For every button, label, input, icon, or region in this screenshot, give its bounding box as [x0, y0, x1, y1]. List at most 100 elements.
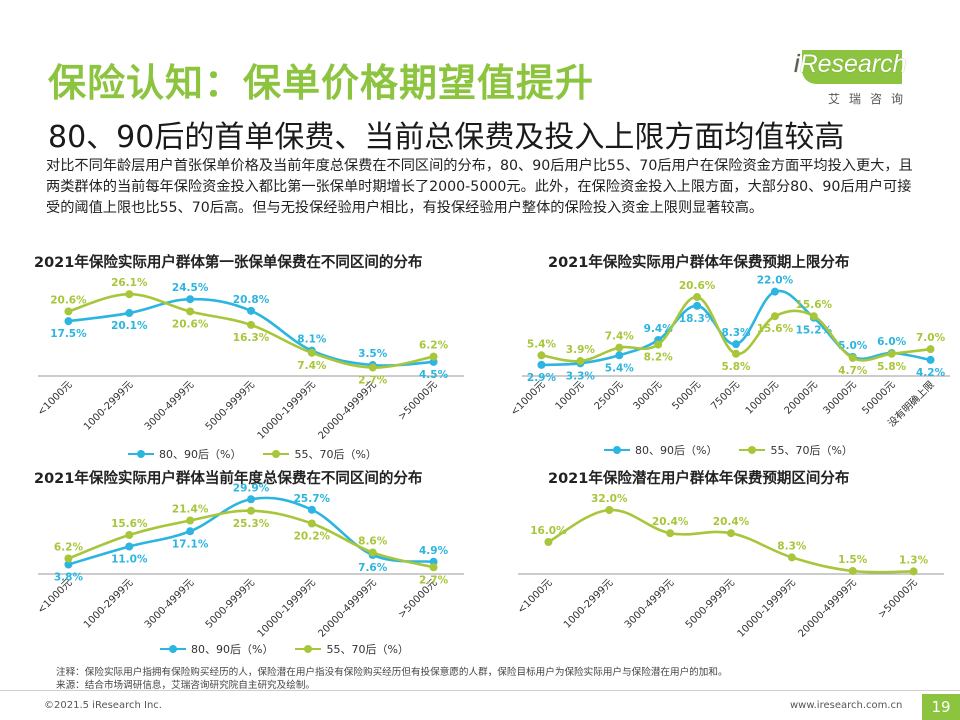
note-definition: 注释：保险实际用户指拥有保险购买经历的人，保险潜在用户指没有保险购买经历但有投保…	[56, 667, 728, 678]
legend-blue-marker	[160, 645, 186, 653]
data-point	[307, 519, 316, 528]
data-label: 29.9%	[233, 482, 270, 494]
x-tick-label: 3000-4999元	[623, 577, 676, 630]
x-tick-label: 1000元	[554, 379, 587, 412]
legend-item-green: 55、70后（%）	[295, 641, 409, 657]
logo-i: i	[794, 50, 800, 78]
data-point	[848, 567, 857, 575]
data-label: 20.1%	[111, 320, 148, 332]
chart1-title: 2021年保险实际用户群体第一张保单保费在不同区间的分布	[34, 255, 423, 271]
data-point	[247, 320, 255, 329]
data-point	[770, 312, 779, 321]
data-label: 20.2%	[294, 531, 331, 543]
data-label: 16.0%	[530, 525, 567, 537]
x-tick-label: 5000元	[670, 379, 703, 412]
x-tick-label: 7500元	[709, 379, 742, 412]
data-label: 8.2%	[644, 352, 674, 364]
data-point	[247, 495, 255, 504]
data-point	[125, 290, 134, 299]
data-label: 32.0%	[591, 493, 628, 505]
data-point	[605, 506, 614, 514]
chart2-premium-upper-limit: <1000元 1000元 2500元 3000元 5000元 7500元 10000元 200…	[509, 275, 950, 430]
data-label: 1.3%	[899, 554, 929, 566]
data-point	[247, 306, 255, 315]
data-point	[186, 516, 195, 525]
data-label: 20.6%	[679, 280, 716, 292]
legend-green-marker	[263, 450, 290, 458]
data-point	[186, 527, 195, 536]
data-label: 3.5%	[358, 348, 388, 360]
data-label: 15.6%	[757, 323, 794, 335]
x-tick-label: 5000-9999元	[204, 379, 257, 432]
x-tick-label: 3000元	[631, 379, 664, 412]
data-label: 17.5%	[50, 328, 87, 340]
data-label: 21.4%	[172, 504, 209, 516]
data-label: 2.7%	[419, 574, 449, 586]
x-tick-label: 1000-2999元	[82, 379, 135, 432]
data-point	[926, 355, 935, 364]
data-label: 6.0%	[877, 336, 907, 348]
data-label: 15.2%	[796, 325, 833, 337]
data-label: 4.9%	[419, 545, 449, 557]
data-label: 6.2%	[419, 340, 449, 352]
data-label: 3.9%	[566, 344, 596, 356]
x-tick-label: 20000-49999元	[316, 379, 378, 441]
data-label: 3.3%	[566, 370, 596, 382]
x-tick-label: 5000-9999元	[204, 577, 257, 630]
data-label: 18.3%	[679, 313, 716, 325]
page-number: 19	[922, 694, 960, 720]
page-title: 保险认知：保单价格期望值提升	[48, 61, 595, 105]
chart4-title: 2021年保险潜在用户群体年保费预期区间分布	[548, 471, 850, 487]
data-label: 7.6%	[358, 562, 388, 574]
x-tick-label: 3000-4999元	[143, 379, 196, 432]
legend-green-label: 55、70后（%）	[770, 444, 853, 457]
legend-blue-marker	[128, 450, 154, 458]
data-point	[429, 557, 438, 566]
x-tick-label: 50000元	[860, 379, 897, 416]
x-tick-label: 20000-49999元	[316, 577, 378, 639]
data-label: 25.3%	[233, 518, 270, 530]
chart3-legend: 80、90后（%） 55、70后（%）	[160, 641, 425, 657]
chart3-current-total-premium: <1000元 1000-2999元 3000-4999元 5000-9999元1000…	[36, 482, 464, 640]
data-point	[693, 301, 702, 310]
website-url: www.iresearch.com.cn	[790, 700, 903, 711]
chart4-potential-user-premium: <1000元 1000-2999元 3000-4999元 5000-9999元1000…	[516, 493, 944, 640]
data-label: 1.5%	[838, 554, 868, 566]
x-tick-label: 2500元	[593, 379, 626, 412]
legend-green-label: 55、70后（%）	[294, 448, 377, 461]
x-tick-label: >50000元	[396, 379, 439, 422]
data-label: 5.4%	[605, 362, 635, 374]
data-label: 9.4%	[644, 323, 674, 335]
data-point	[307, 348, 316, 357]
data-point	[732, 349, 740, 358]
x-tick-label: 1000-2999元	[562, 577, 615, 630]
data-label: 15.6%	[796, 299, 833, 311]
data-label: 7.4%	[605, 331, 635, 343]
data-point	[809, 312, 818, 321]
data-point	[544, 538, 553, 546]
x-tick-label: 10000-19999元	[256, 577, 318, 639]
iresearch-logo: iResearch 艾瑞咨询	[788, 50, 908, 112]
data-point	[666, 529, 675, 538]
data-label: 25.7%	[294, 493, 331, 505]
data-label: 8.6%	[358, 536, 388, 548]
logo-background	[802, 50, 902, 84]
data-point	[125, 542, 134, 551]
x-tick-label: 3000-4999元	[143, 577, 196, 630]
data-label: 8.1%	[297, 334, 327, 346]
data-label: 15.6%	[111, 518, 148, 530]
legend-green-label: 55、70后（%）	[326, 643, 409, 656]
data-point	[368, 548, 377, 557]
data-point	[307, 505, 316, 514]
data-label: 20.6%	[50, 294, 87, 306]
data-label: 6.2%	[54, 542, 84, 554]
data-label: 5.4%	[527, 338, 557, 350]
data-point	[654, 340, 663, 349]
data-point	[732, 340, 740, 349]
data-point	[429, 563, 438, 572]
legend-item-blue: 80、90后（%）	[604, 442, 717, 458]
logo-chinese: 艾瑞咨询	[828, 92, 913, 106]
data-point	[64, 554, 73, 563]
data-point	[787, 553, 796, 562]
data-point	[125, 309, 134, 318]
